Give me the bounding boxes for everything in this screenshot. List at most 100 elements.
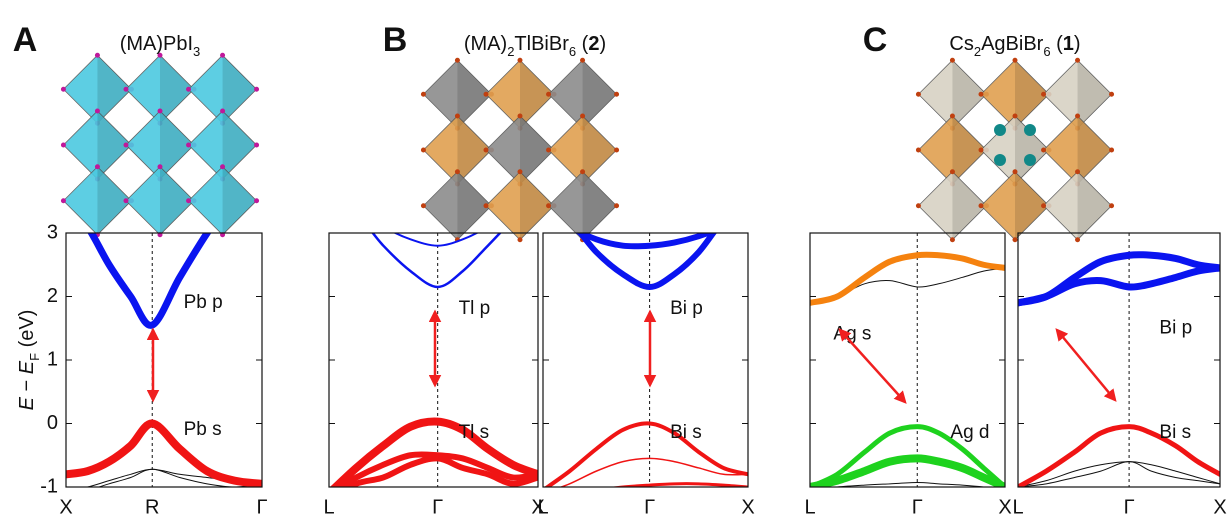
atom xyxy=(546,148,551,153)
atom xyxy=(421,148,426,153)
octahedron-face xyxy=(583,60,617,128)
atom xyxy=(186,198,191,203)
cs-atom xyxy=(1024,154,1036,166)
text-segment: 6 xyxy=(569,44,576,59)
atom xyxy=(124,143,129,148)
atom xyxy=(1013,58,1018,63)
text-segment: 3 xyxy=(193,44,200,59)
orbital-label: Tl s xyxy=(459,422,490,443)
atom xyxy=(124,87,129,92)
atom xyxy=(1109,92,1114,97)
atom xyxy=(1075,169,1080,174)
cs-atom xyxy=(1024,124,1036,136)
atom xyxy=(1075,58,1080,63)
atom xyxy=(1013,237,1018,242)
band xyxy=(810,255,1005,303)
atom xyxy=(1075,237,1080,242)
orbital-label: Ag s xyxy=(833,324,871,345)
octahedron-face xyxy=(1078,116,1112,184)
gap-arrow xyxy=(840,330,905,402)
orbital-label: Bi p xyxy=(1159,317,1192,338)
panel-title: Cs2AgBiBr6 (1) xyxy=(949,33,1080,59)
text-segment: E xyxy=(16,360,38,374)
x-tick-label: Γ xyxy=(432,496,443,518)
x-tick-label: Γ xyxy=(256,496,267,518)
bands xyxy=(810,255,1005,491)
text-segment: ) xyxy=(599,33,606,55)
orbital-label: Bi s xyxy=(1159,422,1191,443)
atom xyxy=(979,148,984,153)
text-segment: 2 xyxy=(507,44,514,59)
x-tick-label: Γ xyxy=(1124,496,1135,518)
octahedron-face xyxy=(223,111,257,179)
orbital-label: Pb p xyxy=(184,292,223,313)
atom xyxy=(546,92,551,97)
atom xyxy=(1013,114,1018,119)
bands xyxy=(329,195,538,500)
atom xyxy=(1075,114,1080,119)
band-chart: L Γ X Bi p Bi s xyxy=(1012,233,1226,518)
bands xyxy=(1018,255,1220,487)
band xyxy=(1018,255,1220,303)
atom xyxy=(979,203,984,208)
atom xyxy=(950,169,955,174)
orbital-label: Ag d xyxy=(950,422,989,443)
x-tick-label: R xyxy=(145,496,159,518)
atom xyxy=(546,203,551,208)
atom xyxy=(1041,92,1046,97)
plot-frame xyxy=(810,233,1005,487)
bands xyxy=(543,201,748,499)
text-segment: (MA) xyxy=(464,33,507,55)
atom xyxy=(1109,148,1114,153)
atom xyxy=(158,109,163,114)
atom xyxy=(124,198,129,203)
text-segment: ( xyxy=(1051,33,1064,55)
x-tick-label: X xyxy=(741,496,754,518)
atom xyxy=(916,203,921,208)
octahedron-face xyxy=(223,167,257,235)
plot-frame xyxy=(543,233,748,487)
atom xyxy=(95,53,100,58)
atom xyxy=(220,53,225,58)
atom xyxy=(455,169,460,174)
atom xyxy=(220,109,225,114)
atom xyxy=(1109,203,1114,208)
atom xyxy=(254,87,259,92)
text-segment: E xyxy=(16,396,38,410)
atom xyxy=(254,143,259,148)
text-segment: (eV) xyxy=(16,310,38,353)
orbital-label: Pb s xyxy=(184,419,222,440)
text-segment: TlBiBr xyxy=(514,33,569,55)
octahedron-face xyxy=(1078,60,1112,128)
text-segment: F xyxy=(27,353,42,361)
text-segment: ) xyxy=(1074,33,1081,55)
text-segment: 2 xyxy=(588,33,599,55)
x-tick-label: L xyxy=(1012,496,1023,518)
atom xyxy=(186,87,191,92)
y-tick-label: -1 xyxy=(40,475,58,497)
panel-title: (MA)PbI3 xyxy=(120,33,201,59)
orbital-label: Bi s xyxy=(670,422,702,443)
text-segment: 6 xyxy=(1043,44,1050,59)
atom xyxy=(484,203,489,208)
atom xyxy=(1041,203,1046,208)
atom xyxy=(518,237,523,242)
x-tick-label: X xyxy=(1213,496,1226,518)
plot-frame xyxy=(66,233,262,487)
atom xyxy=(950,58,955,63)
y-tick-label: 2 xyxy=(47,285,58,307)
octahedron-face xyxy=(583,172,617,240)
panel-letter: A xyxy=(13,21,38,59)
x-tick-label: X xyxy=(998,496,1011,518)
text-segment: 2 xyxy=(974,44,981,59)
x-tick-label: L xyxy=(537,496,548,518)
panel-letter: C xyxy=(863,21,888,59)
atom xyxy=(580,114,585,119)
octahedron-face xyxy=(1078,172,1112,240)
atom xyxy=(421,203,426,208)
atom xyxy=(158,164,163,169)
atom xyxy=(220,164,225,169)
atom xyxy=(950,237,955,242)
atom xyxy=(61,143,66,148)
atom xyxy=(614,148,619,153)
